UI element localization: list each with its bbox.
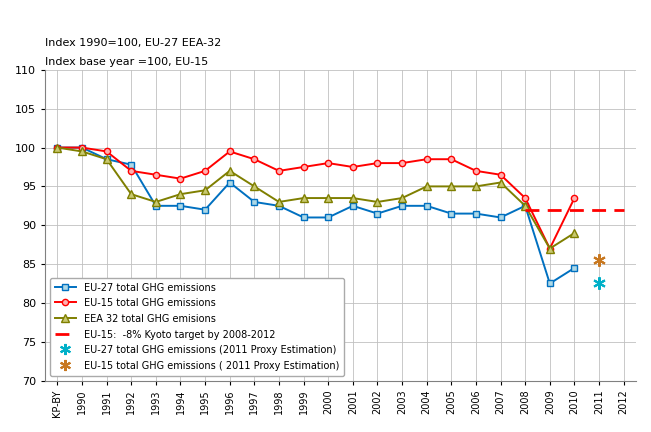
Text: Index base year =100, EU-15: Index base year =100, EU-15: [45, 57, 208, 67]
Legend: EU-27 total GHG emissions, EU-15 total GHG emissions, EEA 32 total GHG emisions,: EU-27 total GHG emissions, EU-15 total G…: [50, 278, 344, 376]
Text: Index 1990=100, EU-27 EEA-32: Index 1990=100, EU-27 EEA-32: [45, 38, 221, 48]
